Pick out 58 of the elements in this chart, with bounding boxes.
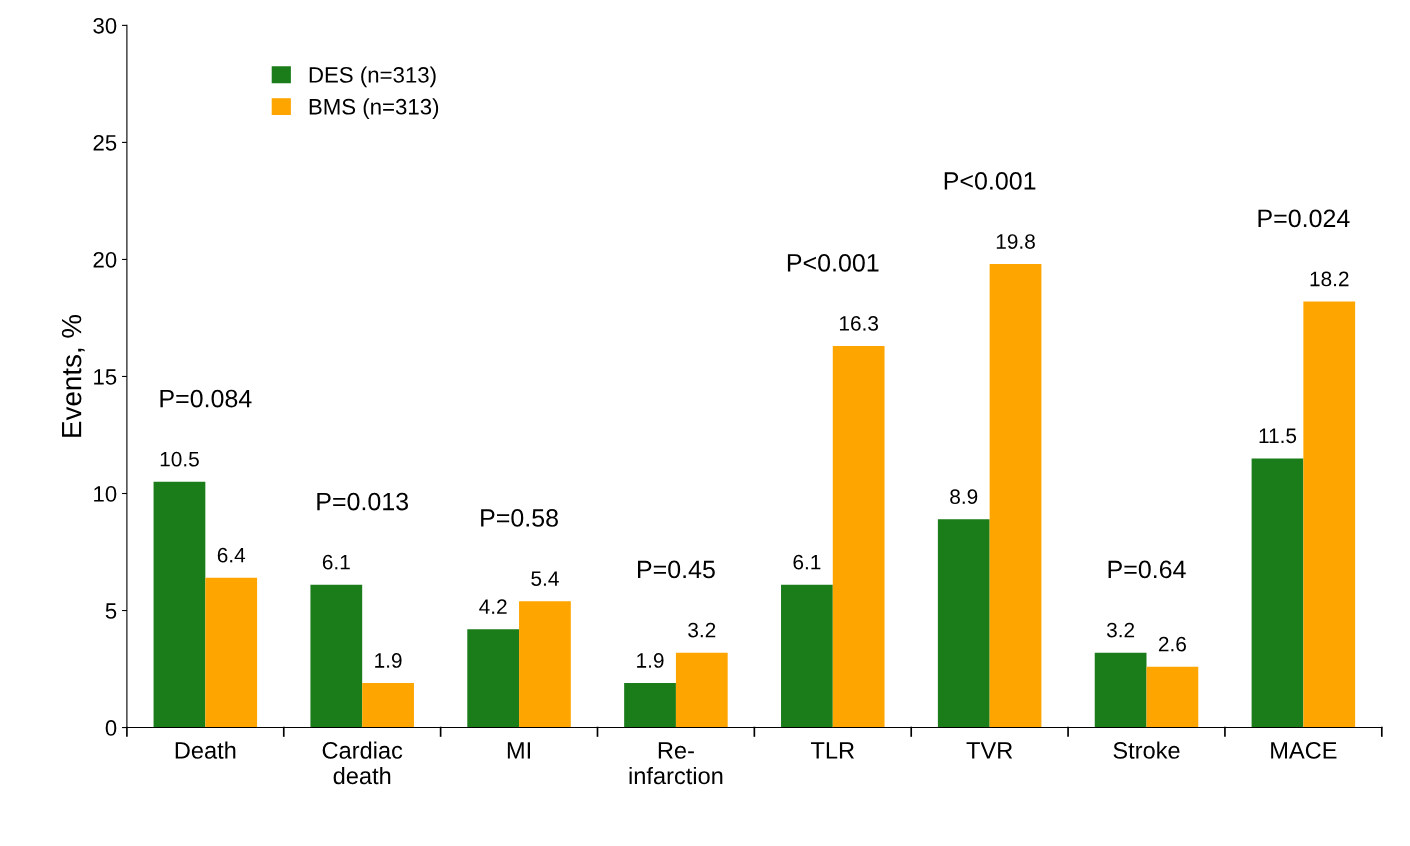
- x-tick-label: Cardiac death: [322, 741, 403, 785]
- data-label: 8.9: [950, 489, 978, 505]
- data-label: 16.3: [839, 316, 879, 331]
- annotation: P<0.001: [944, 172, 1036, 190]
- annotation: P=0.024: [1258, 209, 1350, 228]
- bar: [362, 683, 414, 728]
- bar: [467, 629, 520, 728]
- y-tick-label: 0: [105, 720, 117, 736]
- data-label: 1.9: [637, 653, 664, 668]
- bar: [675, 652, 728, 728]
- bar: [1303, 301, 1356, 728]
- data-label: 4.2: [479, 599, 507, 614]
- y-tick-label: 30: [93, 17, 117, 34]
- bar: [205, 577, 258, 728]
- annotation: P=0.013: [317, 492, 409, 511]
- x-tick-label: Death: [175, 741, 236, 759]
- annotation: P=0.45: [638, 560, 715, 579]
- y-tick-label: 25: [93, 134, 117, 151]
- y-axis-title: Events, %: [61, 314, 85, 437]
- data-label: 3.2: [688, 622, 716, 638]
- data-label: 18.2: [1310, 271, 1349, 287]
- x-tick-label: MI: [507, 742, 530, 759]
- data-label: 10.5: [160, 451, 199, 467]
- x-tick-label: Stroke: [1113, 741, 1180, 759]
- bar: [781, 584, 833, 728]
- data-label: 2.6: [1158, 636, 1186, 652]
- annotation: P=0.58: [481, 509, 558, 527]
- bar: [832, 346, 885, 728]
- bar: [1251, 458, 1304, 728]
- data-label: 1.9: [375, 653, 402, 668]
- bar: [153, 481, 206, 728]
- y-tick-label: 5: [105, 603, 117, 619]
- bar: [310, 584, 363, 728]
- bar: [937, 519, 990, 728]
- bar: [519, 601, 571, 728]
- data-label: 3.2: [1106, 622, 1135, 638]
- data-label: 11.5: [1259, 428, 1297, 444]
- annotation: P=0.084: [160, 389, 252, 408]
- bar: [624, 683, 676, 728]
- x-tick-label: MACE: [1271, 742, 1337, 759]
- legend-label: BMS (n=313): [309, 98, 439, 119]
- data-label: 19.8: [996, 234, 1035, 249]
- y-tick-label: 20: [93, 251, 117, 268]
- x-tick-label: TLR: [811, 742, 854, 759]
- data-label: 5.4: [531, 571, 559, 586]
- data-label: 6.1: [322, 554, 350, 570]
- x-tick-label: Re- infarction: [629, 742, 723, 785]
- x-tick-label: TVR: [966, 742, 1013, 759]
- annotation: P=0.64: [1108, 560, 1186, 579]
- annotation: P<0.001: [787, 253, 879, 272]
- bar: [1146, 666, 1199, 728]
- data-label: 6.1: [793, 554, 821, 570]
- bar: [989, 264, 1042, 728]
- bar: [1094, 652, 1147, 728]
- y-tick-label: 10: [94, 486, 117, 502]
- data-label: 6.4: [217, 547, 246, 563]
- legend-label: DES (n=313): [309, 66, 436, 88]
- y-tick-label: 15: [94, 369, 117, 385]
